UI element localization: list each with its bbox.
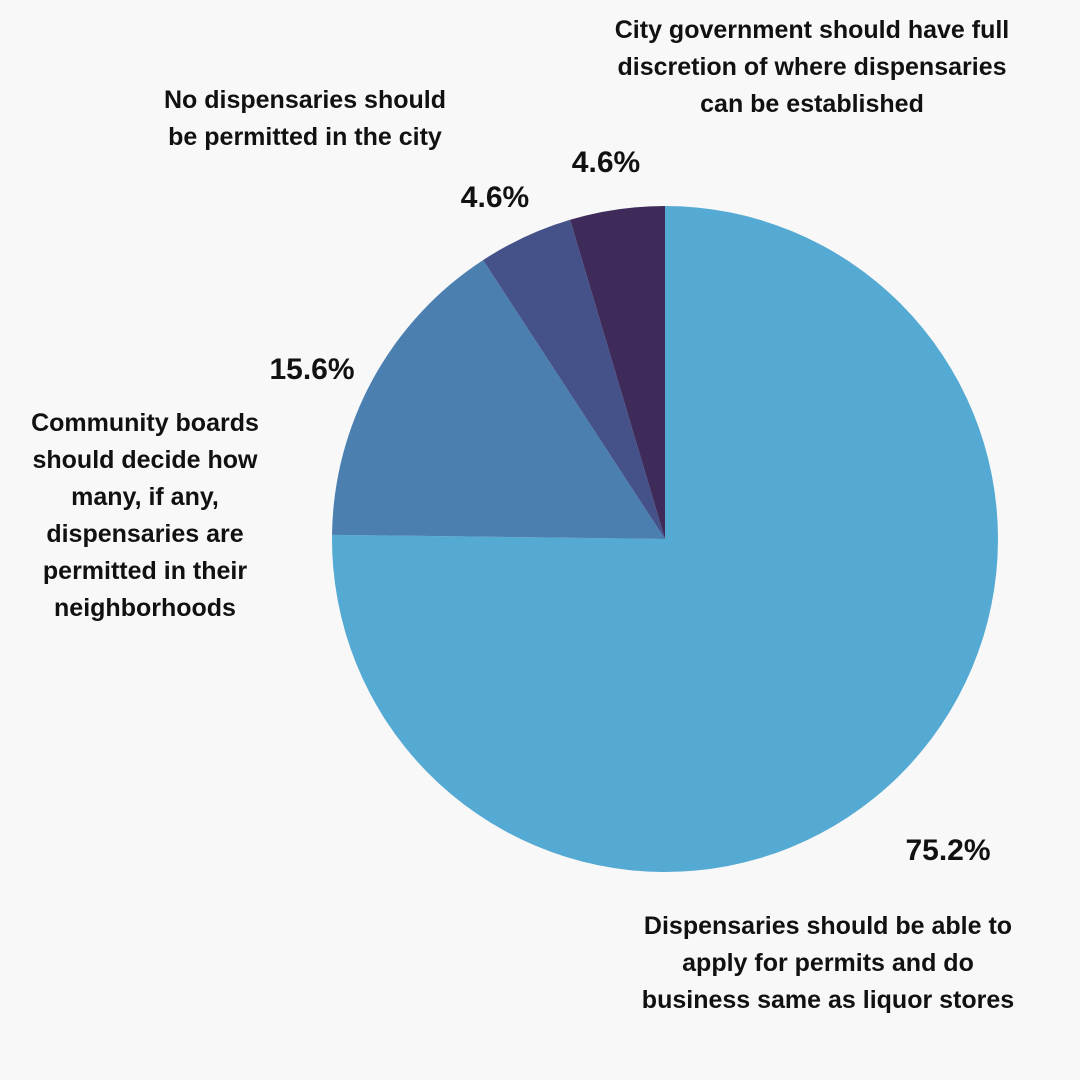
slice-label: Community boards should decide how many,… bbox=[31, 409, 259, 622]
pie-slice bbox=[332, 260, 665, 539]
value-label: 4.6% bbox=[460, 181, 530, 214]
pie-slice bbox=[570, 206, 665, 539]
value-label: 15.6% bbox=[269, 353, 355, 386]
value-label: 75.2% bbox=[905, 834, 991, 867]
slice-label: Dispensaries should be able to apply for… bbox=[641, 912, 1015, 1014]
pie-slice bbox=[483, 219, 665, 539]
pie-slice bbox=[332, 206, 999, 872]
slice-label: No dispensaries should be permitted in t… bbox=[163, 86, 446, 151]
value-label: 4.6% bbox=[571, 146, 641, 179]
slice-label: City government should have full discret… bbox=[614, 16, 1010, 118]
